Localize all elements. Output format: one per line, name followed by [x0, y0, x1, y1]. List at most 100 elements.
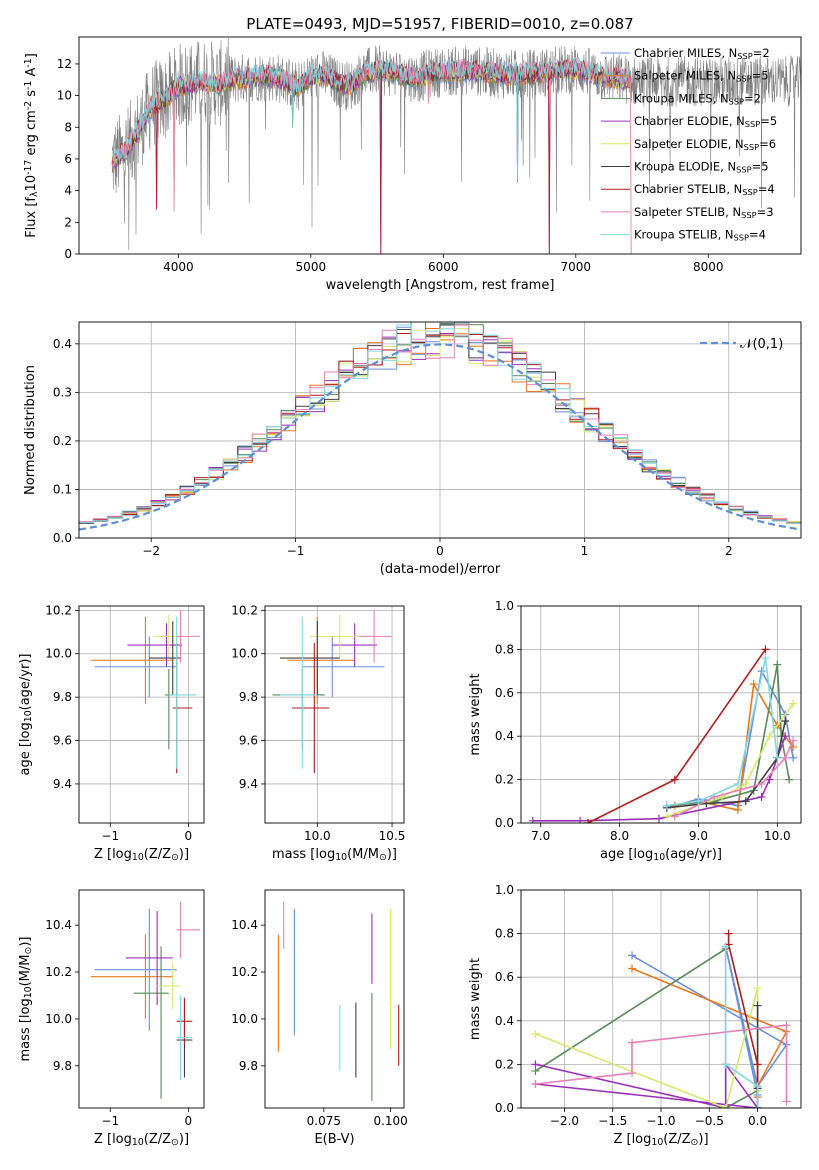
weight-marker — [782, 1097, 791, 1106]
errorbar-point — [125, 911, 173, 1005]
residual-histogram — [79, 333, 801, 524]
y-axis-label: mass [log10(M/M⊙)] — [18, 937, 34, 1062]
errorbar-point — [94, 908, 177, 1031]
axes-frame — [264, 605, 405, 824]
weight-marker — [757, 779, 766, 788]
y-tick-label: 10 — [57, 89, 72, 103]
weight-marker — [773, 753, 782, 762]
weight-marker — [757, 792, 766, 801]
y-tick-label: 0 — [64, 247, 72, 261]
axes-ebv-mass: 0.075 0.100 9.8 10.0 10.2 10.4 E(B-V) — [231, 889, 408, 1147]
x-tick-label: 0.0 — [748, 1114, 767, 1128]
y-tick-label: 10.0 — [231, 1012, 258, 1026]
x-tick-label: 7000 — [561, 260, 592, 274]
legend-entry: Kroupa MILES, NSSP=2 — [634, 91, 761, 106]
weight-marker — [781, 717, 790, 726]
errorbar-point — [279, 621, 340, 695]
y-tick-label: 0.6 — [495, 686, 514, 700]
x-tick-label: −2 — [142, 544, 160, 558]
plot-area-age-weight — [528, 645, 798, 823]
x-tick-label: 6000 — [428, 260, 459, 274]
weight-marker — [761, 654, 770, 663]
y-tick-label: 0.1 — [53, 482, 72, 496]
x-tick-label: −1.0 — [646, 1114, 675, 1128]
x-tick-label: 0.075 — [307, 1114, 341, 1128]
y-tick-label: 8 — [64, 120, 72, 134]
gaussian-curve — [79, 343, 801, 531]
x-tick-label: 2 — [725, 544, 733, 558]
y-tick-label: 9.8 — [239, 1059, 258, 1073]
y-tick-label: 10.0 — [45, 1012, 72, 1026]
y-tick-label: 10.4 — [231, 918, 258, 932]
legend-entry: Chabrier STELIB, NSSP=4 — [634, 182, 775, 197]
weight-marker — [531, 1080, 540, 1089]
y-tick-label: 0.8 — [495, 927, 514, 941]
y-tick-label: 9.6 — [53, 734, 72, 748]
weight-marker — [741, 779, 750, 788]
y-tick-label: 0.4 — [495, 729, 514, 743]
y-axis-label: Normed distribution — [23, 365, 38, 495]
y-tick-label: 12 — [57, 57, 72, 71]
y-tick-label: 0.2 — [53, 434, 72, 448]
spectrum-legend: Chabrier MILES, NSSP=2 Salpeter MILES, NS… — [601, 46, 777, 243]
errorbar-point — [168, 616, 197, 769]
weight-marker — [765, 775, 774, 784]
x-tick-label: 8000 — [693, 260, 724, 274]
weight-marker — [628, 964, 637, 973]
y-tick-label: 1.0 — [495, 883, 514, 897]
errorbar-point — [157, 962, 181, 1010]
weight-marker — [721, 1060, 730, 1069]
x-tick-label: 7.0 — [531, 829, 550, 843]
weight-marker — [749, 680, 758, 689]
errorbar-point — [279, 616, 318, 769]
y-tick-label: 0.0 — [495, 1101, 514, 1115]
figure-title: PLATE=0493, MJD=51957, FIBERID=0010, z=0… — [246, 15, 633, 33]
y-axis-label: mass weight — [468, 958, 483, 1040]
x-tick-label: −1 — [287, 544, 305, 558]
errorbar-point — [172, 642, 193, 774]
weight-marker — [789, 736, 798, 745]
weight-marker — [655, 814, 664, 823]
y-tick-label: 10.0 — [45, 647, 72, 661]
y-tick-label: 0.0 — [495, 816, 514, 830]
x-axis-label: mass [log10(M/M⊙)] — [272, 847, 397, 863]
x-tick-label: 0 — [185, 1114, 193, 1128]
weight-line — [535, 1061, 759, 1108]
legend-entry: 𝒩(0,1) — [740, 337, 783, 352]
y-tick-label: 0.4 — [53, 337, 72, 351]
weight-marker — [584, 819, 593, 823]
y-tick-label: 0.8 — [495, 642, 514, 656]
axes-z-weight: −2.0 −1.5 −1.0 −0.5 0.0 0.0 0.2 0.4 0.6 0.8 1.0 Z [… — [468, 883, 802, 1148]
errorbar-point — [133, 946, 169, 1099]
weight-marker — [531, 1029, 540, 1038]
x-tick-label: 0.100 — [373, 1114, 407, 1128]
weight-marker — [576, 816, 585, 823]
errorbar-point — [90, 934, 173, 1019]
x-axis-label: Z [log10(Z/Z⊙)] — [94, 1132, 189, 1148]
weight-marker — [761, 645, 770, 654]
y-tick-label: 1.0 — [495, 599, 514, 613]
weight-marker — [785, 775, 794, 784]
plot-area-z-weight — [531, 929, 791, 1108]
axes-z-mass: −1 0 9.8 10.0 10.2 10.4 Z [log10(Z/Z⊙)] mass [l… — [18, 889, 205, 1148]
x-tick-label: 9.0 — [689, 829, 708, 843]
y-tick-label: 9.8 — [53, 1059, 72, 1073]
axes-frame — [520, 889, 802, 1109]
residual-legend: 𝒩(0,1) — [700, 337, 783, 352]
y-tick-label: 9.6 — [239, 734, 258, 748]
errorbar-point — [176, 995, 193, 1080]
errorbar-point — [94, 636, 177, 698]
y-tick-label: 9.8 — [53, 690, 72, 704]
weight-marker — [765, 732, 774, 741]
weight-marker — [724, 929, 733, 938]
weight-marker — [753, 1104, 762, 1108]
x-tick-label: 0 — [436, 544, 444, 558]
x-axis-label: E(B-V) — [314, 1132, 354, 1147]
weight-marker — [781, 753, 790, 762]
weight-marker — [721, 942, 730, 951]
x-tick-label: −1.5 — [598, 1114, 627, 1128]
model-spectrum-line — [111, 57, 632, 183]
y-tick-label: 9.8 — [239, 690, 258, 704]
weight-marker — [628, 1069, 637, 1078]
